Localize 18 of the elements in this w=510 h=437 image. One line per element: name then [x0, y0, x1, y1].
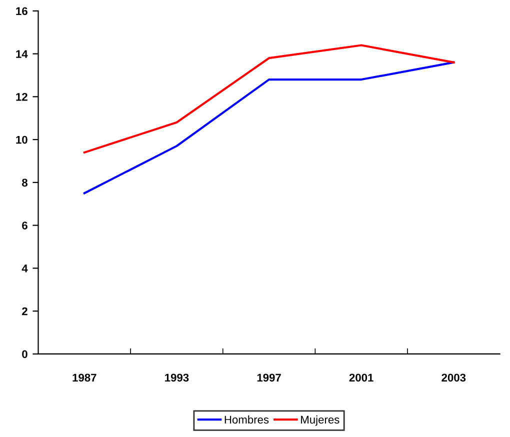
y-tick-label: 14	[16, 50, 28, 58]
y-tick-label: 6	[22, 222, 28, 230]
x-tick-label: 1997	[257, 374, 281, 382]
line-series	[83, 44, 455, 154]
y-tick-label: 0	[22, 350, 28, 358]
y-tick-label: 16	[16, 7, 28, 16]
y-tick-label: 4	[22, 264, 28, 272]
legend-label: Hombres	[224, 415, 269, 424]
legend-label: Mujeres	[301, 415, 340, 426]
x-tick-label: 1987	[72, 374, 96, 382]
y-tick-label: 8	[22, 178, 28, 187]
x-tick-label: 2001	[349, 374, 374, 382]
line-series	[83, 61, 455, 194]
y-tick-label: 10	[16, 136, 28, 144]
y-tick-label: 2	[22, 307, 28, 316]
x-tick-label: 1993	[165, 374, 189, 382]
x-tick-label: 2003	[442, 374, 466, 382]
y-tick-label: 12	[16, 92, 28, 101]
